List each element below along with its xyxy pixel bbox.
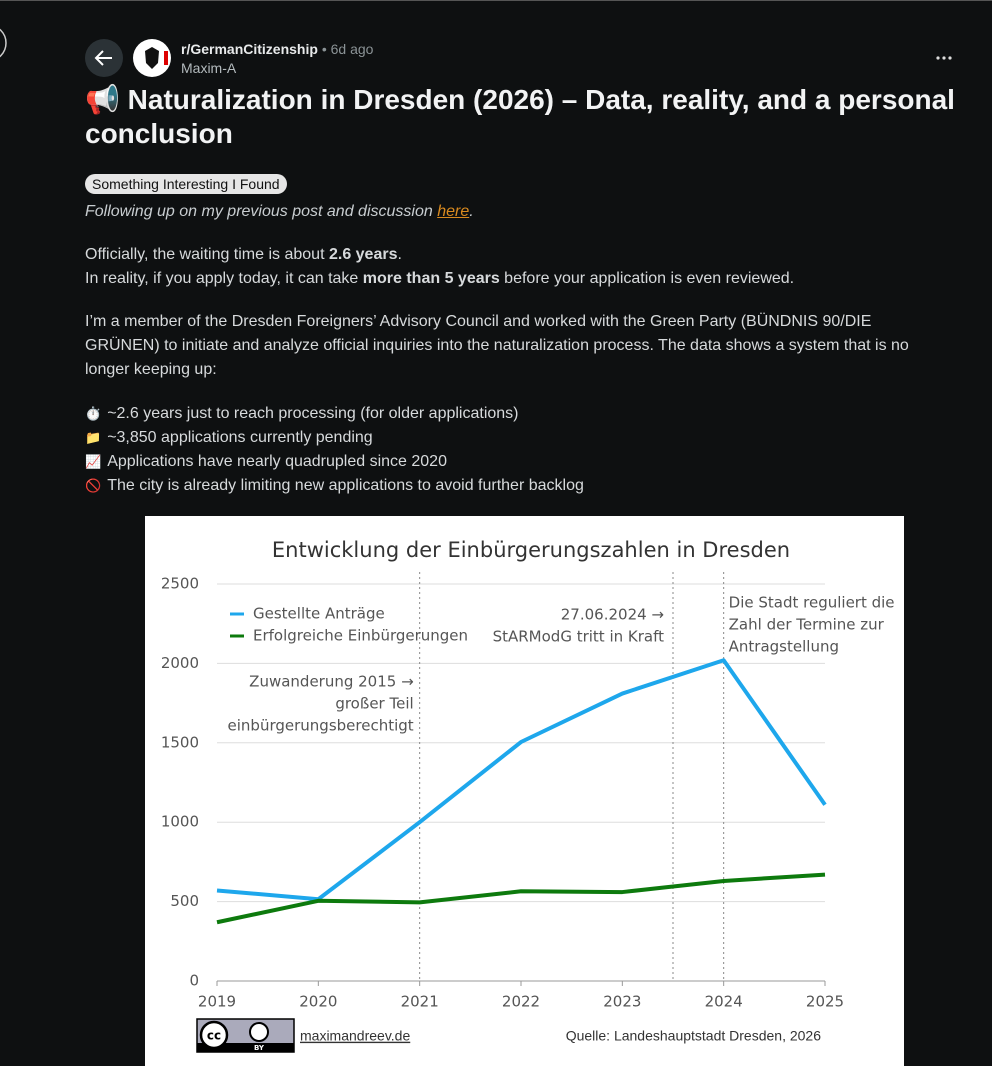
license-by-circle [249, 1022, 269, 1042]
post-title: 📢 Naturalization in Dresden (2026) – Dat… [85, 83, 965, 151]
source-note: Quelle: Landeshauptstadt Dresden, 2026 [566, 1028, 822, 1044]
post-time: 6d ago [330, 41, 374, 57]
separator: • [321, 41, 327, 57]
bullet-text: ~2.6 years just to reach processing (for… [107, 405, 519, 422]
series-line [216, 872, 826, 925]
annotation-text: großer Teil [335, 695, 413, 713]
chart-title: Entwicklung der Einbürgerungszahlen in D… [272, 538, 790, 562]
y-tick-label: 2500 [161, 575, 199, 593]
paragraph-line: Officially, the waiting time is about 2.… [85, 243, 950, 267]
back-arrow [94, 50, 112, 66]
intro: Following up on my previous post and dis… [85, 203, 474, 221]
license-badge-text: BY [254, 1044, 265, 1052]
bold-text: 2.6 years [328, 246, 398, 263]
link[interactable]: here [437, 203, 470, 220]
bullet: 📁 ~3,850 applications currently pending [85, 426, 373, 450]
y-tick-label: 0 [189, 972, 199, 990]
bullet: 📈 Applications have nearly quadrupled sin… [85, 450, 447, 474]
bullet-text: Applications have nearly quadrupled sinc… [107, 453, 447, 470]
paragraph-line: I’m a member of the Dresden Foreigners’ … [85, 310, 950, 382]
bullet-icon: 🚫 [85, 478, 102, 493]
x-tick-label: 2020 [299, 993, 337, 1011]
bullet-text: The city is already limiting new applica… [107, 477, 584, 494]
x-tick-label: 2021 [401, 993, 439, 1011]
legend-label: Gestellte Anträge [253, 605, 385, 623]
text: In reality, if you apply today, it can t… [85, 270, 363, 287]
title-text: Naturalization in Dresden (2026) – Data,… [85, 84, 955, 149]
bullet-icon: ⏱️ [85, 406, 102, 421]
bullet-icon: 📁 [85, 430, 102, 445]
text: I’m a member of the Dresden Foreigners’ … [85, 313, 909, 378]
text: . [397, 246, 402, 263]
x-tick-label: 2019 [198, 993, 236, 1011]
flair[interactable]: Something Interesting I Found [85, 174, 287, 194]
x-tick-label: 2024 [705, 993, 743, 1011]
subreddit[interactable]: r/GermanCitizenship [181, 41, 318, 57]
website-link: maximandreev.de [300, 1028, 410, 1044]
paragraph-line: In reality, if you apply today, it can t… [85, 267, 950, 291]
annotation-text: Die Stadt reguliert die [729, 594, 895, 612]
bullet: 🚫 The city is already limiting new applic… [85, 474, 584, 498]
bullet-text: ~3,850 applications currently pending [107, 429, 373, 446]
annotation-text: StARModG tritt in Kraft [493, 628, 665, 646]
paragraph: I’m a member of the Dresden Foreigners’ … [85, 310, 950, 382]
intro-end: . [469, 203, 474, 220]
text: Officially, the waiting time is about [85, 246, 329, 263]
title-icon: 📢 [85, 84, 120, 115]
x-tick-label: 2023 [603, 993, 641, 1011]
post-meta: r/GermanCitizenship • 6d ago [181, 41, 373, 57]
legend-label: Erfolgreiche Einbürgerungen [253, 627, 468, 645]
y-tick-label: 2000 [161, 654, 199, 672]
x-tick-label: 2022 [502, 993, 540, 1011]
y-tick-label: 1000 [161, 813, 199, 831]
annotation-text: 27.06.2024 → [561, 606, 664, 624]
annotation-text: einbürgerungsberechtigt [228, 717, 414, 735]
paragraph: Officially, the waiting time is about 2.… [85, 243, 950, 291]
chart-image: Entwicklung der Einbürgerungszahlen in D… [145, 516, 904, 1066]
bullet: ⏱️ ~2.6 years just to reach processing (f… [85, 402, 519, 426]
annotation-text: Zuwanderung 2015 → [249, 673, 413, 691]
bold-text: more than 5 years [362, 270, 500, 287]
license-cc-circle [199, 1020, 229, 1050]
header-icons [0, 25, 952, 77]
bullet-icon: 📈 [85, 454, 102, 469]
more-button[interactable] [936, 56, 952, 60]
avatar-flag [164, 51, 168, 65]
image-background [145, 516, 904, 1066]
y-tick-label: 1500 [161, 733, 199, 751]
side-button[interactable] [0, 25, 7, 61]
x-tick-label: 2025 [806, 993, 844, 1011]
avatar-eagle [145, 47, 159, 69]
annotation-text: Antragstellung [729, 638, 839, 656]
text: before your application is even reviewed… [499, 270, 795, 287]
author[interactable]: Maxim-A [181, 60, 237, 76]
license-mark: cc [207, 1029, 221, 1043]
annotation-text: Zahl der Termine zur [729, 616, 885, 634]
y-tick-label: 500 [170, 892, 199, 910]
license-badge-strip [197, 1043, 294, 1052]
intro-text: Following up on my previous post and dis… [85, 203, 438, 220]
